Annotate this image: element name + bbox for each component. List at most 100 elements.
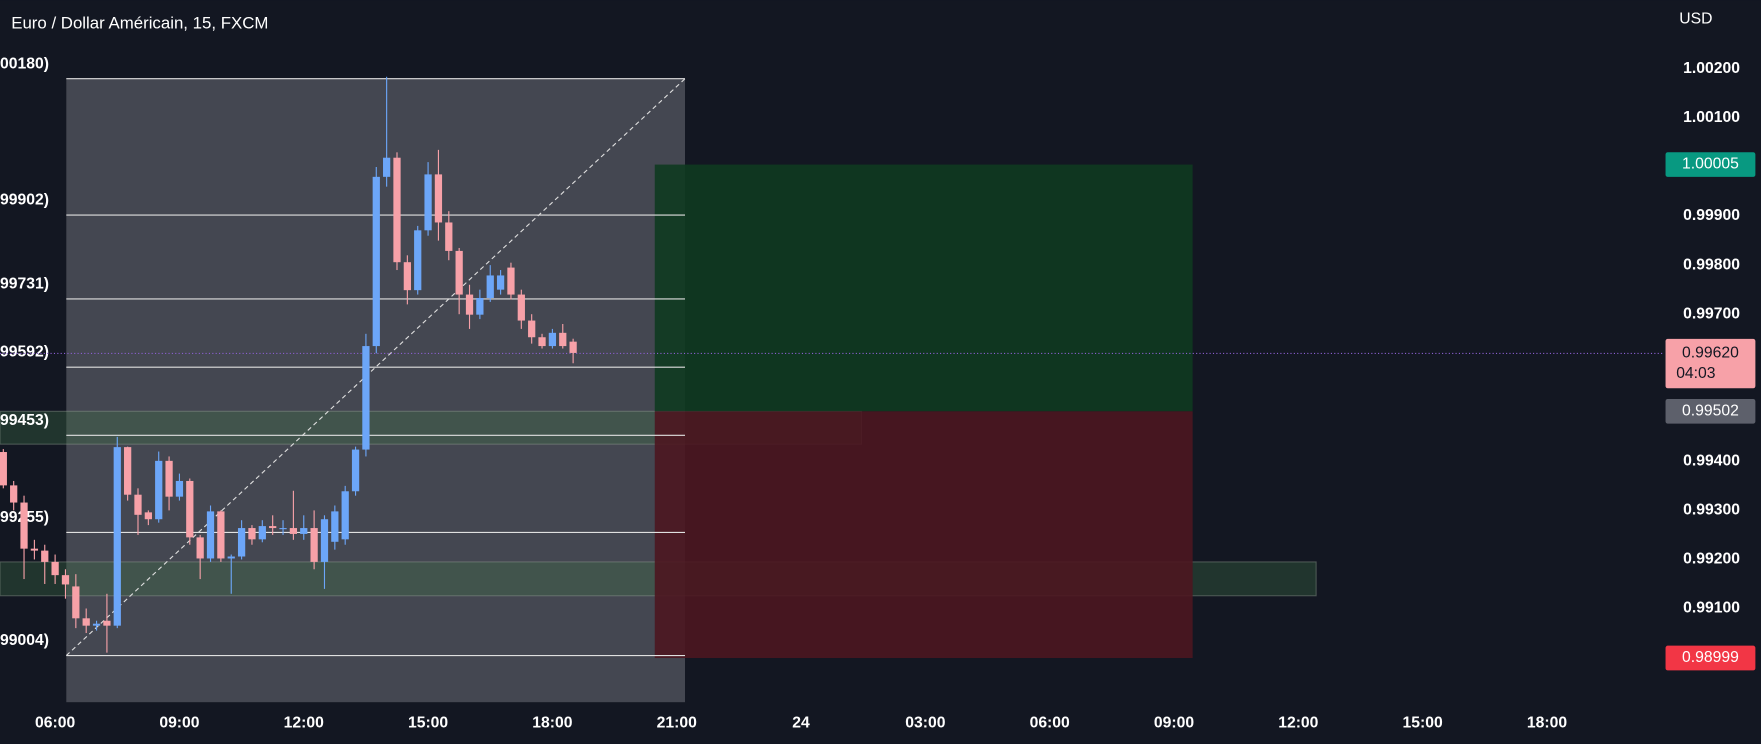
x-tick-label: 09:00	[159, 715, 199, 732]
y-tick-label: 0.99200	[1683, 551, 1740, 568]
price-badge	[1665, 398, 1756, 424]
candle-body	[507, 267, 515, 295]
price-badge	[1665, 152, 1756, 177]
y-tick-label: 0.99700	[1683, 305, 1740, 322]
fib-box	[66, 78, 686, 703]
candle-body	[496, 275, 505, 290]
x-tick-label: 12:00	[284, 715, 324, 732]
x-tick-label: 09:00	[1154, 715, 1194, 732]
fib-level-label: 99453)	[0, 412, 49, 429]
candle-body	[279, 528, 287, 530]
fib-level-label: 99592)	[0, 344, 49, 361]
y-tick-label: 0.99800	[1683, 256, 1740, 273]
candle-body	[186, 480, 194, 538]
candle-body	[92, 623, 101, 626]
chart-title: Euro / Dollar Américain, 15, FXCM	[11, 13, 268, 32]
candle-body	[445, 222, 453, 251]
candle-body	[310, 528, 318, 562]
candle-body	[165, 460, 173, 497]
candle-body	[465, 294, 474, 315]
candle-body	[227, 556, 235, 559]
candle-body	[476, 298, 484, 315]
last-price-badge	[1665, 338, 1756, 389]
candle-body	[331, 511, 339, 542]
candle-body	[113, 447, 121, 626]
x-tick-label: 15:00	[408, 715, 448, 732]
x-tick-label: 12:00	[1278, 715, 1318, 732]
price-badge-label: 0.99502	[1682, 402, 1739, 419]
x-tick-label: 06:00	[35, 715, 75, 732]
candle-body	[258, 526, 266, 540]
candle-body	[559, 332, 567, 347]
candle-body	[196, 537, 204, 559]
y-tick-label: 0.99100	[1683, 600, 1740, 617]
candle-body	[362, 346, 370, 450]
y-tick-label: 0.99400	[1683, 453, 1740, 470]
candle-body	[103, 620, 111, 626]
candle-body	[569, 341, 577, 353]
target-zone	[654, 164, 1193, 412]
price-badge-label: 1.00005	[1682, 156, 1739, 173]
candle-body	[455, 250, 463, 295]
y-tick-label: 0.99900	[1683, 207, 1740, 224]
x-tick-label: 15:00	[1403, 715, 1443, 732]
x-tick-label: 18:00	[1527, 715, 1567, 732]
candle-body	[144, 512, 152, 520]
x-tick-label: 06:00	[1030, 715, 1070, 732]
candle-body	[351, 449, 360, 492]
candle-body	[300, 528, 308, 534]
candle-body	[72, 586, 80, 619]
fib-level-label: 00180)	[0, 55, 49, 72]
y-tick-label: 0.99300	[1683, 502, 1740, 519]
y-tick-label: 1.00100	[1683, 109, 1740, 126]
candle-body	[320, 519, 329, 562]
candle-body	[372, 176, 380, 347]
candle-body	[0, 452, 7, 486]
candle-body	[393, 157, 401, 263]
price-badge-label: 0.98999	[1682, 649, 1739, 666]
candle-body	[134, 494, 142, 515]
candle-body	[486, 275, 494, 299]
candle-body	[30, 548, 39, 551]
candle-body	[341, 491, 349, 540]
stop-zone	[654, 411, 1193, 659]
candle-body	[434, 174, 443, 223]
candle-body	[548, 332, 557, 347]
candle-body	[424, 174, 432, 231]
candle-body	[269, 526, 277, 529]
candle-body	[248, 528, 256, 540]
last-price-countdown: 04:03	[1676, 365, 1716, 382]
price-badge	[1665, 645, 1756, 671]
x-tick-label: 03:00	[905, 715, 945, 732]
candle-body	[155, 460, 163, 520]
candle-body	[175, 480, 184, 497]
currency-label: USD	[1679, 11, 1712, 28]
candle-body	[61, 575, 70, 585]
last-price-label: 0.99620	[1682, 345, 1739, 362]
candle-body	[82, 618, 90, 626]
candle-body	[403, 262, 411, 291]
candle-body	[217, 511, 225, 559]
candle-body	[538, 337, 546, 347]
candle-body	[289, 528, 298, 534]
x-tick-label: 18:00	[532, 715, 572, 732]
candle-body	[383, 157, 391, 177]
y-tick-label: 1.00200	[1683, 60, 1740, 77]
x-tick-label: 21:00	[657, 715, 697, 732]
candle-body	[124, 447, 132, 495]
fib-level-label: 99902)	[0, 192, 49, 209]
candle-body	[517, 294, 525, 321]
candle-body	[10, 485, 18, 503]
candle-body	[237, 528, 246, 557]
candle-body	[41, 550, 49, 562]
fib-level-label: 99731)	[0, 276, 49, 293]
candle-body	[51, 561, 59, 576]
fib-level-label: 99004)	[0, 632, 49, 649]
candle-body	[20, 502, 28, 549]
candle-body	[414, 230, 422, 291]
candle-body	[206, 511, 215, 559]
candle-body	[528, 320, 536, 338]
x-tick-label: 24	[792, 715, 810, 732]
